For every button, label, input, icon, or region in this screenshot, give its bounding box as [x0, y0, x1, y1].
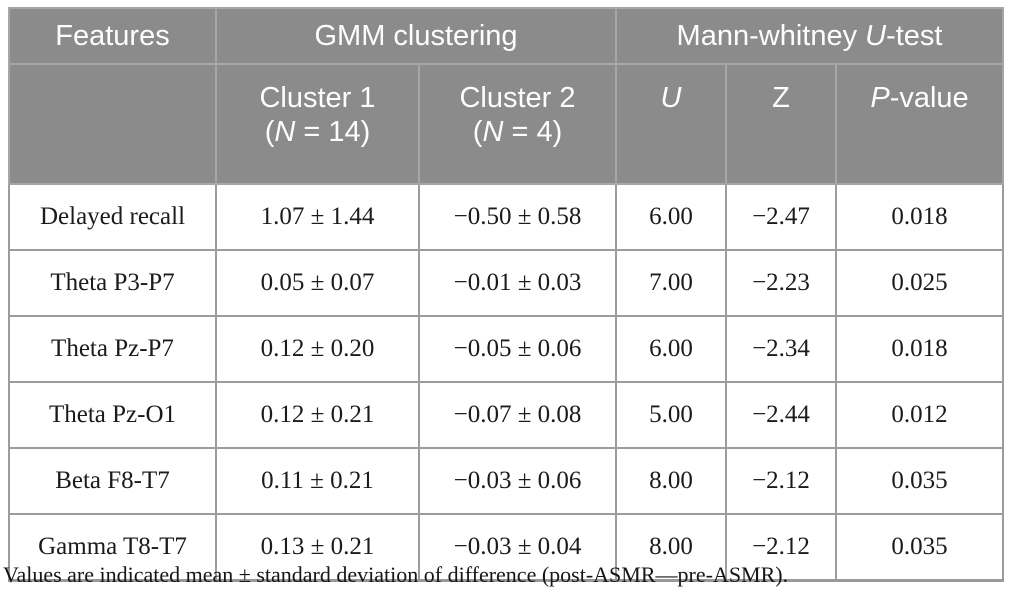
- u-label: U: [660, 82, 682, 114]
- cell-feature: Theta P3-P7: [8, 249, 217, 317]
- cell-feature: Beta F8-T7: [8, 447, 217, 515]
- cluster1-n-symbol: N: [274, 116, 296, 148]
- header-cell-empty: [8, 63, 217, 185]
- header-label-features: Features: [55, 19, 170, 52]
- table-row: Delayed recall 1.07 ± 1.44 −0.50 ± 0.58 …: [8, 183, 1005, 251]
- cell-cluster2: −0.07 ± 0.08: [417, 381, 618, 449]
- cell-u: 8.00: [615, 447, 728, 515]
- cell-z: −2.34: [725, 315, 838, 383]
- cell-feature: Theta Pz-P7: [8, 315, 217, 383]
- table-footnote: Values are indicated mean ± standard dev…: [3, 562, 789, 587]
- statistics-table: Features GMM clustering Mann-whitney U-t…: [8, 7, 1005, 582]
- header-label-mw-pre: Mann-whitney: [676, 19, 866, 52]
- cell-cluster2: −0.05 ± 0.06: [417, 315, 618, 383]
- cell-cluster1: 0.13 ± 0.21: [215, 513, 420, 582]
- cluster1-line1: Cluster 1: [259, 82, 376, 114]
- cell-u: 7.00: [615, 249, 728, 317]
- cell-z: −2.23: [725, 249, 838, 317]
- header-label-mw-u: U: [865, 19, 887, 52]
- header-cell-features: Features: [8, 7, 217, 65]
- cell-feature: Theta Pz-O1: [8, 381, 217, 449]
- col-header-cluster2: Cluster 2 (N = 4): [417, 63, 618, 185]
- header-label-mw-post: -test: [886, 19, 943, 52]
- table-row: Gamma T8-T7 0.13 ± 0.21 −0.03 ± 0.04 8.0…: [8, 513, 1005, 582]
- table-row: Theta Pz-O1 0.12 ± 0.21 −0.07 ± 0.08 5.0…: [8, 381, 1005, 449]
- cell-z: −2.47: [725, 183, 838, 251]
- cell-pvalue: 0.018: [835, 183, 1005, 251]
- col-header-z: Z: [725, 63, 838, 185]
- p-symbol: P: [870, 82, 890, 114]
- cell-pvalue: 0.025: [835, 249, 1005, 317]
- cell-cluster1: 0.12 ± 0.21: [215, 381, 420, 449]
- table-row: Theta P3-P7 0.05 ± 0.07 −0.01 ± 0.03 7.0…: [8, 249, 1005, 317]
- cell-cluster2: −0.03 ± 0.06: [417, 447, 618, 515]
- col-header-cluster1: Cluster 1 (N = 14): [215, 63, 420, 185]
- cluster2-open: (: [472, 116, 483, 148]
- cell-cluster1: 0.12 ± 0.20: [215, 315, 420, 383]
- cell-pvalue: 0.012: [835, 381, 1005, 449]
- header-row-columns: Cluster 1 (N = 14) Cluster 2 (N = 4) U Z…: [8, 63, 1005, 185]
- cluster1-open: (: [264, 116, 275, 148]
- cluster2-n-symbol: N: [482, 116, 504, 148]
- cluster1-n-rest: = 14): [295, 116, 371, 148]
- cell-u: 8.00: [615, 513, 728, 582]
- col-header-pvalue: P-value: [835, 63, 1005, 185]
- z-label: Z: [772, 82, 790, 114]
- cell-cluster1: 0.11 ± 0.21: [215, 447, 420, 515]
- cell-u: 6.00: [615, 183, 728, 251]
- cell-z: −2.12: [725, 513, 838, 582]
- cell-cluster1: 0.05 ± 0.07: [215, 249, 420, 317]
- table-row: Beta F8-T7 0.11 ± 0.21 −0.03 ± 0.06 8.00…: [8, 447, 1005, 515]
- p-rest: -value: [889, 82, 969, 114]
- cell-pvalue: 0.018: [835, 315, 1005, 383]
- header-label-gmm: GMM clustering: [314, 19, 518, 52]
- col-header-u: U: [615, 63, 728, 185]
- cell-pvalue: 0.035: [835, 447, 1005, 515]
- cell-pvalue: 0.035: [835, 513, 1005, 582]
- header-row-groups: Features GMM clustering Mann-whitney U-t…: [8, 7, 1005, 65]
- cell-cluster2: −0.03 ± 0.04: [417, 513, 618, 582]
- cluster2-line1: Cluster 2: [459, 82, 576, 114]
- cluster2-n-rest: = 4): [503, 116, 563, 148]
- cell-cluster1: 1.07 ± 1.44: [215, 183, 420, 251]
- cell-z: −2.44: [725, 381, 838, 449]
- cell-feature: Delayed recall: [8, 183, 217, 251]
- header-cell-gmm-clustering: GMM clustering: [214, 7, 618, 65]
- cell-u: 6.00: [615, 315, 728, 383]
- cell-cluster2: −0.01 ± 0.03: [417, 249, 618, 317]
- cell-feature: Gamma T8-T7: [8, 513, 217, 582]
- cell-cluster2: −0.50 ± 0.58: [417, 183, 618, 251]
- header-cell-mann-whitney: Mann-whitney U-test: [615, 7, 1005, 65]
- table-row: Theta Pz-P7 0.12 ± 0.20 −0.05 ± 0.06 6.0…: [8, 315, 1005, 383]
- cell-u: 5.00: [615, 381, 728, 449]
- cell-z: −2.12: [725, 447, 838, 515]
